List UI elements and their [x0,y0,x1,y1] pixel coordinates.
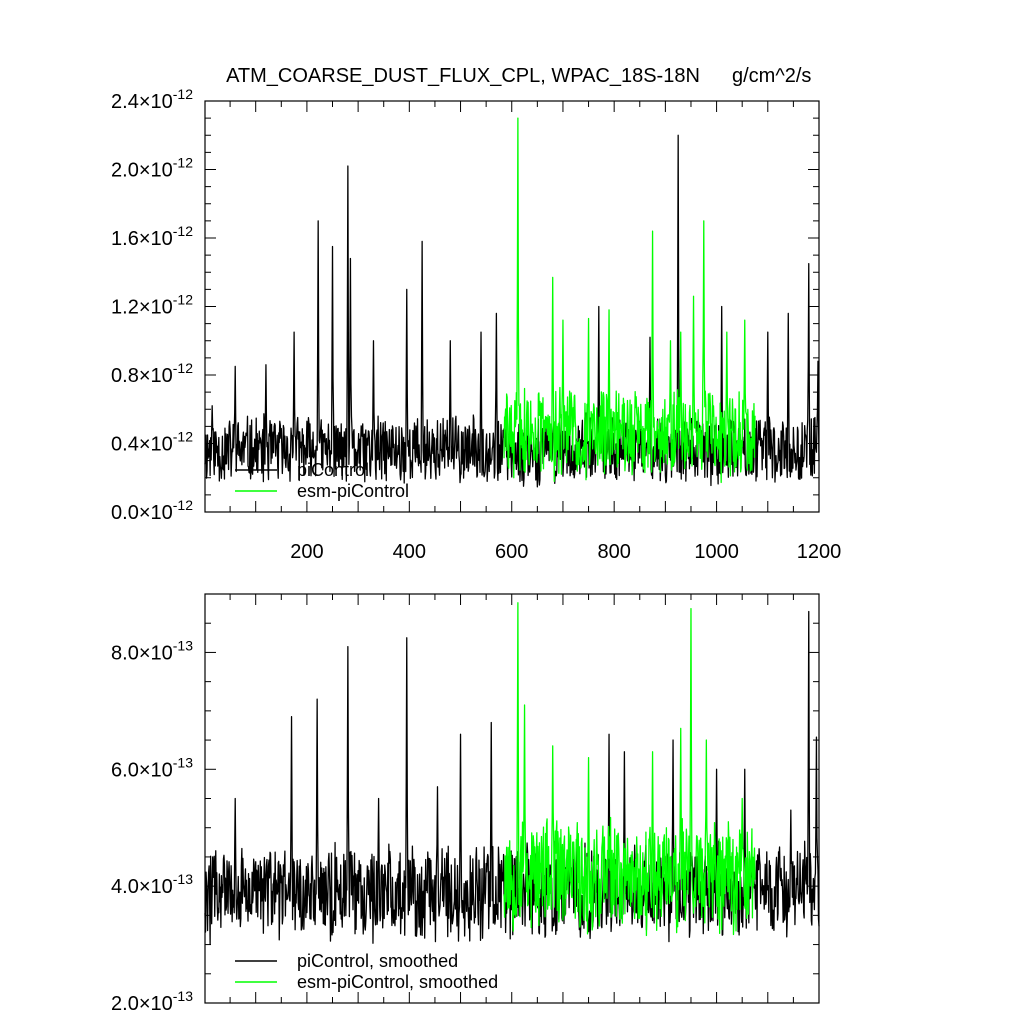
y-tick-label: 1.6×10-12 [111,223,193,250]
y-tick-label: 0.8×10-12 [111,360,193,387]
plot-frame-bottom [204,593,820,1004]
y-tick-label: 0.4×10-12 [111,429,193,456]
chart-title: ATM_COARSE_DUST_FLUX_CPL, WPAC_18S-18N [226,65,700,87]
top-panel: 200 400 600 800 1000 1200 0.0×10-12 0.4×10-12 0.… [111,86,841,563]
x-tick-label: 800 [597,541,630,563]
legend-label: esm-piControl, smoothed [297,972,498,992]
y-tick-label: 0.0×10-12 [111,497,193,524]
y-tick-label: 6.0×10-13 [111,754,193,781]
y-tick-label: 1.2×10-12 [111,292,193,319]
y-tick-label: 8.0×10-13 [111,637,193,664]
x-tick-label: 200 [290,541,323,563]
x-tick-label: 600 [495,541,528,563]
bottom-panel: 2.0×10-13 4.0×10-13 6.0×10-13 8.0×10-13 piCo… [111,593,820,1015]
legend-label: piControl, smoothed [297,951,458,971]
y-tick-label: 2.0×10-13 [111,988,193,1015]
series-line-top-0 [204,134,820,488]
series-line-bottom-1 [503,602,756,937]
y-tick-label: 2.0×10-12 [111,155,193,182]
x-tick-label: 400 [393,541,426,563]
series-line-top-1 [503,117,756,484]
legend-label: piControl [297,460,369,480]
x-tick-label: 1200 [797,541,842,563]
units-label: g/cm^2/s [732,65,811,87]
legend-label: esm-piControl [297,481,409,501]
x-tick-label: 1000 [694,541,739,563]
y-tick-label: 2.4×10-12 [111,86,193,113]
y-tick-label: 4.0×10-13 [111,871,193,898]
